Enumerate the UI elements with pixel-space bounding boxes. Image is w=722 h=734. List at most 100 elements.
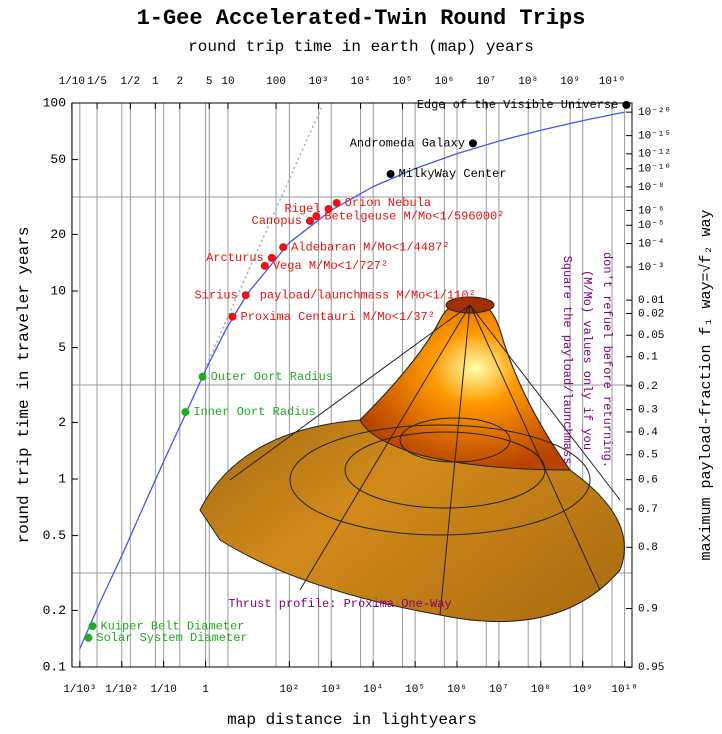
top-tick-label: 10⁹: [560, 76, 580, 88]
y2-tick-label: 0.7: [638, 504, 658, 516]
point: [279, 243, 287, 251]
x-tick-label: 10⁴: [363, 684, 383, 696]
top-tick-label: 10⁵: [393, 76, 413, 88]
thrust-label: Thrust profile: Proxima One-Way: [228, 597, 451, 611]
top-tick-label: 2: [176, 76, 183, 88]
y2-tick-label: 0.2: [638, 381, 658, 393]
y-tick-label: 10: [50, 283, 66, 298]
top-tick-label: 100: [266, 76, 286, 88]
point: [387, 170, 395, 178]
top-tick-label: 10⁷: [476, 76, 496, 88]
point-label: Outer Oort Radius: [211, 370, 333, 384]
y2-axis-title: maximum payload-fraction f₁ way=√f₂ way: [697, 209, 715, 560]
y2-tick-label: 0.1: [638, 352, 658, 364]
y2-tick-label: 10⁻⁵: [638, 220, 664, 232]
point: [469, 139, 477, 147]
y2-tick-label: 0.95: [638, 662, 664, 674]
point: [325, 205, 333, 213]
y2-tick-label: 0.8: [638, 542, 658, 554]
y2-tick-label: 10⁻¹²: [638, 149, 671, 161]
chart-title: 1-Gee Accelerated-Twin Round Trips: [137, 6, 586, 31]
x-tick-label: 1/10²: [105, 684, 138, 696]
point-label: Betelgeuse M/Mo<1/596000²: [324, 209, 504, 223]
y-tick-label: 0.5: [43, 528, 66, 543]
point-label: Kuiper Belt Diameter: [100, 619, 244, 633]
y-tick-label: 5: [58, 340, 66, 355]
x-tick-label: 1: [202, 684, 209, 696]
point: [306, 217, 314, 225]
y2-tick-label: 10⁻¹⁰: [638, 164, 671, 176]
y2-tick-label: 10⁻⁴: [638, 238, 664, 250]
note-line: Square the payload/launchmass: [560, 256, 574, 465]
point-label: MilkyWay Center: [399, 167, 507, 181]
y2-tick-label: 0.5: [638, 450, 658, 462]
x-tick-label: 10⁷: [489, 684, 509, 696]
y2-tick-label: 10⁻¹⁵: [638, 131, 671, 143]
top-tick-label: 10: [221, 76, 234, 88]
top-tick-label: 1/5: [87, 76, 107, 88]
top-tick-label: 1: [152, 76, 159, 88]
top-tick-label: 10³: [309, 76, 329, 88]
y2-tick-label: 10⁻⁶: [638, 205, 664, 217]
point-label: Proxima Centauri M/Mo<1/37²: [241, 310, 435, 324]
top-tick-label: 10⁸: [518, 76, 538, 88]
point: [88, 622, 96, 630]
y-axis-title: round trip time in traveler years: [15, 227, 33, 544]
point: [268, 254, 276, 262]
y2-tick-label: 0.02: [638, 308, 664, 320]
x-tick-label: 10³: [321, 684, 341, 696]
point-label: Sirius: [195, 288, 238, 302]
y2-tick-label: 0.3: [638, 405, 658, 417]
top-tick-label: 10¹⁰: [599, 76, 625, 88]
point-label: Inner Oort Radius: [193, 405, 315, 419]
note-line: (M/Mo) values only if you: [580, 270, 594, 450]
y2-tick-label: 0.4: [638, 427, 658, 439]
point: [622, 101, 630, 109]
point-label: Orion Nebula: [345, 196, 431, 210]
page: {"chart_data": { "type": "line", "title"…: [0, 0, 722, 734]
x-tick-label: 10²: [279, 684, 299, 696]
point-label: Edge of the Visible Universe: [417, 98, 619, 112]
y2-tick-label: 0.01: [638, 295, 665, 307]
point: [199, 373, 207, 381]
point: [229, 313, 237, 321]
x-tick-label: 1/10³: [63, 684, 96, 696]
y2-tick-label: 10⁻⁸: [638, 182, 664, 194]
x-tick-label: 10⁸: [531, 684, 551, 696]
y-tick-label: 50: [50, 152, 66, 167]
x-tick-label: 10⁶: [447, 684, 467, 696]
x-axis-title: map distance in lightyears: [227, 711, 477, 729]
y2-tick-label: 0.6: [638, 475, 658, 487]
top-tick-label: 1/10: [59, 76, 85, 88]
point-label: Aldebaran M/Mo<1/4487²: [291, 240, 449, 254]
y2-tick-label: 10⁻²⁰: [638, 107, 671, 119]
y-tick-label: 0.2: [43, 603, 66, 618]
point: [84, 634, 92, 642]
y-tick-label: 100: [43, 95, 66, 110]
point-label: Rigel: [285, 202, 321, 216]
point: [333, 199, 341, 207]
y-tick-label: 20: [50, 227, 66, 242]
y2-tick-label: 0.9: [638, 603, 658, 615]
y-tick-label: 1: [58, 471, 66, 486]
y-tick-label: 2: [58, 415, 66, 430]
point: [242, 291, 250, 299]
x-tick-label: 10¹⁰: [611, 684, 637, 696]
top-tick-label: 1/2: [120, 76, 140, 88]
y2-tick-label: 10⁻³: [638, 262, 664, 274]
point-note: payload/launchmass M/Mo<1/110²: [260, 288, 476, 302]
y-tick-label: 0.1: [43, 659, 67, 674]
note-line: don't refuel before returning.: [600, 252, 614, 468]
point: [181, 408, 189, 416]
point-label: Arcturus: [206, 251, 264, 265]
top-tick-label: 5: [206, 76, 213, 88]
top-tick-label: 10⁴: [351, 76, 371, 88]
chart-subtitle: round trip time in earth (map) years: [188, 38, 534, 56]
chart: 1-Gee Accelerated-Twin Round Trips round…: [0, 0, 722, 734]
x-tick-label: 1/10: [150, 684, 176, 696]
top-tick-label: 10⁶: [434, 76, 454, 88]
point-label: Vega M/Mo<1/727²: [273, 259, 388, 273]
point-label: Andromeda Galaxy: [350, 137, 465, 151]
y2-tick-label: 0.05: [638, 330, 664, 342]
x-tick-label: 10⁵: [405, 684, 425, 696]
